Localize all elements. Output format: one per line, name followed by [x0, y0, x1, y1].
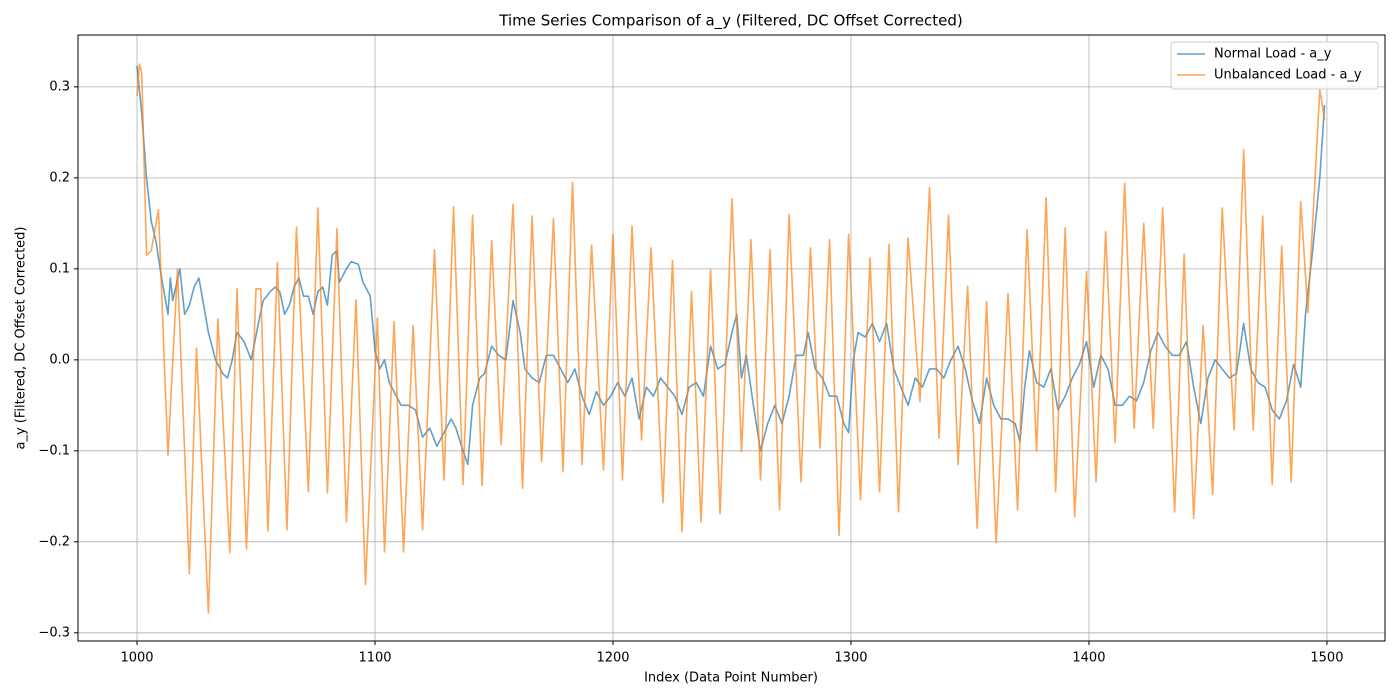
y-tick-label: 0.2: [49, 170, 70, 185]
x-tick-label: 1300: [834, 651, 867, 666]
x-tick-label: 1500: [1310, 651, 1343, 666]
y-tick-label: −0.2: [38, 534, 70, 549]
legend-label: Unbalanced Load - a_y: [1214, 68, 1362, 83]
x-tick-label: 1100: [358, 651, 391, 666]
y-axis-label: a_y (Filtered, DC Offset Corrected): [14, 227, 29, 450]
y-tick-label: −0.1: [38, 443, 70, 458]
x-tick-label: 1000: [120, 651, 153, 666]
y-tick-label: 0.1: [49, 261, 70, 276]
chart-title: Time Series Comparison of a_y (Filtered,…: [498, 12, 962, 31]
x-tick-label: 1400: [1072, 651, 1105, 666]
x-tick-label: 1200: [596, 651, 629, 666]
legend-box: [1170, 41, 1379, 90]
y-tick-label: −0.3: [38, 625, 70, 640]
data-line: [136, 63, 1326, 614]
x-axis-label: Index (Data Point Number): [644, 671, 818, 686]
plot-frame: [77, 34, 1386, 642]
y-tick-label: 0.0: [49, 352, 70, 367]
legend-label: Normal Load - a_y: [1214, 47, 1332, 62]
y-tick-label: 0.3: [49, 79, 70, 94]
